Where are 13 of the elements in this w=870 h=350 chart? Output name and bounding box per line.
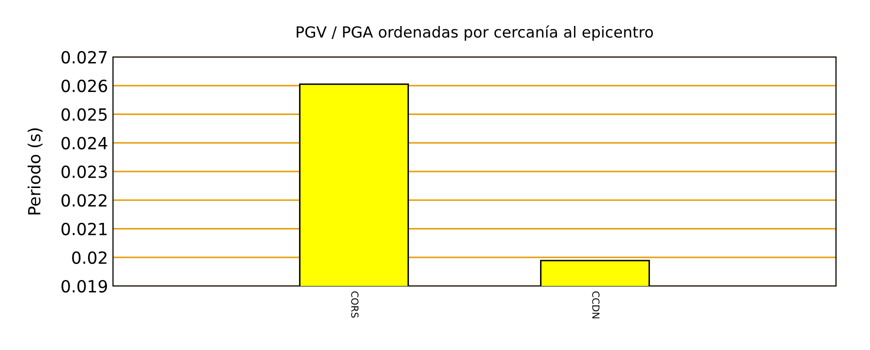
- y-axis-title: Periodo (s): [28, 128, 42, 214]
- chart-title: PGV / PGA ordenadas por cercanía al epicentro: [296, 25, 653, 41]
- x-tick-label: CCDN: [592, 291, 600, 318]
- y-tick-label: 0.019: [62, 280, 107, 293]
- y-tick-label: 0.02: [72, 251, 106, 264]
- x-tick-label: CORS: [351, 291, 359, 318]
- y-tick-label: 0.021: [62, 222, 107, 236]
- y-tick-label: 0.024: [62, 136, 108, 150]
- y-tick-label: 0.023: [62, 165, 107, 178]
- y-tick-label: 0.025: [62, 108, 107, 121]
- y-tick-label: 0.027: [62, 50, 107, 64]
- y-tick-label: 0.022: [62, 194, 106, 207]
- y-tick-label: 0.026: [62, 80, 108, 92]
